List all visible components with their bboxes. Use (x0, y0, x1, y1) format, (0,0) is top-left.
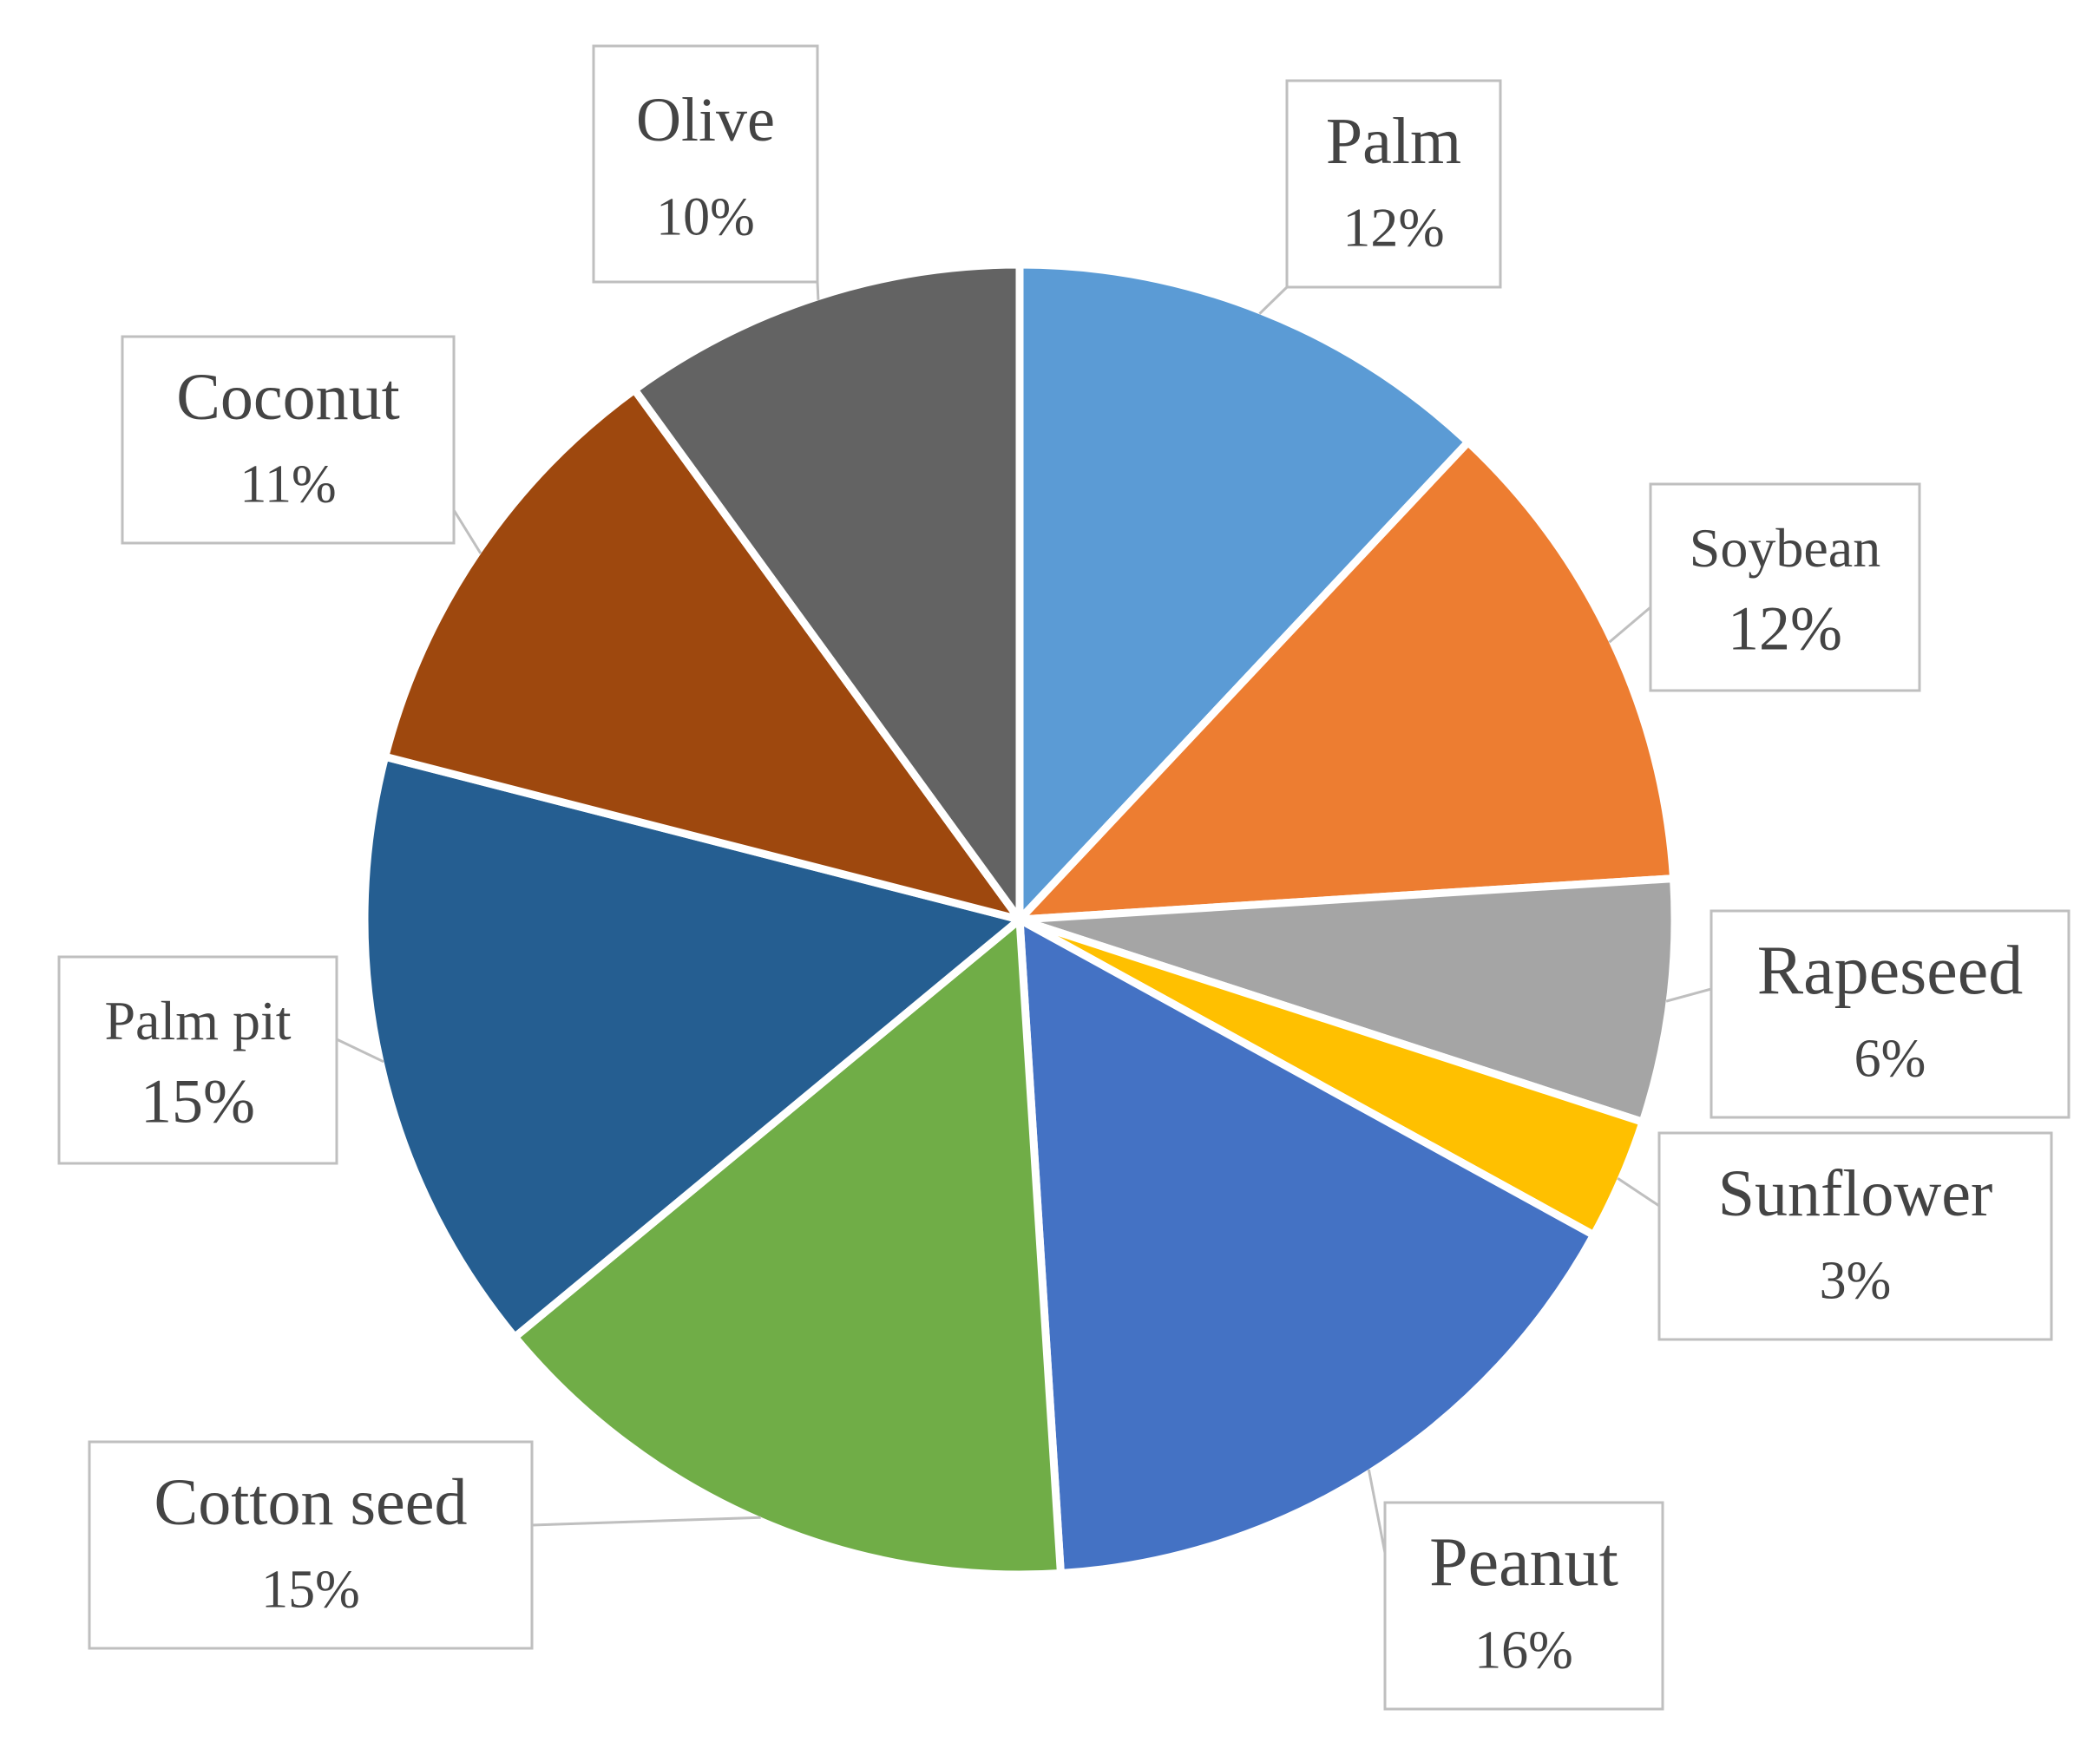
data-label-sunflower: Sunflower 3% (1657, 1131, 2053, 1341)
data-label-name: Peanut (1429, 1524, 1618, 1601)
leader-line-coconut (452, 509, 482, 554)
data-label-value: 16% (1474, 1621, 1573, 1680)
leader-line-palm (1258, 285, 1289, 315)
data-label-name: Rapeseed (1757, 933, 2024, 1009)
data-label-box (1649, 482, 1921, 692)
data-label-peanut: Peanut 16% (1383, 1501, 1664, 1711)
data-label-coconut: Coconut 11% (121, 335, 456, 545)
data-label-value: 6% (1854, 1029, 1926, 1088)
data-label-name: Olive (636, 85, 775, 154)
data-label-box (88, 1440, 534, 1650)
leader-line-palm-pit (336, 1038, 384, 1064)
data-label-name: Sunflower (1718, 1157, 1993, 1230)
data-label-cotton-seed: Cotton seed 15% (88, 1440, 534, 1650)
pie-slice-palm-pit (360, 752, 1024, 1341)
data-label-name: Cotton seed (154, 1466, 468, 1539)
leader-line-rapeseed (1665, 987, 1712, 1003)
pie-slice-coconut (381, 385, 1024, 924)
data-labels-layer: Palm 12% Soybean 12% Rapeseed 6% Sunflower 3% Pe… (57, 44, 2070, 1711)
data-label-value: 12% (1728, 593, 1842, 663)
data-label-box (121, 335, 456, 545)
data-label-value: 15% (261, 1560, 360, 1619)
leader-line-sunflower (1617, 1177, 1660, 1208)
pie-slice-palm (1015, 260, 1473, 924)
data-label-soybean: Soybean 12% (1649, 482, 1921, 692)
data-label-box (1710, 909, 2070, 1119)
data-label-box (1383, 1501, 1664, 1711)
data-label-palm-pit: Palm pit 15% (57, 955, 338, 1165)
data-label-box (57, 955, 338, 1165)
pie-slice-cotton-seed (510, 915, 1065, 1579)
data-label-value: 10% (656, 188, 755, 247)
data-label-box (1657, 1131, 2053, 1341)
data-label-box (592, 44, 819, 284)
leader-line-cotton-seed (531, 1516, 761, 1527)
data-label-name: Palm pit (104, 990, 291, 1051)
leader-line-peanut (1367, 1469, 1387, 1554)
data-label-name: Palm (1326, 105, 1461, 178)
data-label-palm: Palm 12% (1285, 79, 1502, 289)
leader-line-olive (816, 281, 820, 300)
data-label-box (1285, 79, 1502, 289)
data-label-olive: Olive 10% (592, 44, 819, 284)
data-label-value: 11% (240, 455, 336, 514)
leader-lines-layer (336, 281, 1712, 1554)
data-label-value: 12% (1342, 196, 1444, 258)
data-label-value: 3% (1820, 1251, 1892, 1310)
slices-layer (360, 260, 1679, 1579)
data-label-name: Soybean (1690, 517, 1880, 579)
data-label-rapeseed: Rapeseed 6% (1710, 909, 2070, 1119)
data-label-name: Coconut (176, 361, 400, 434)
leader-line-soybean (1608, 606, 1651, 644)
data-label-value: 15% (141, 1066, 255, 1136)
